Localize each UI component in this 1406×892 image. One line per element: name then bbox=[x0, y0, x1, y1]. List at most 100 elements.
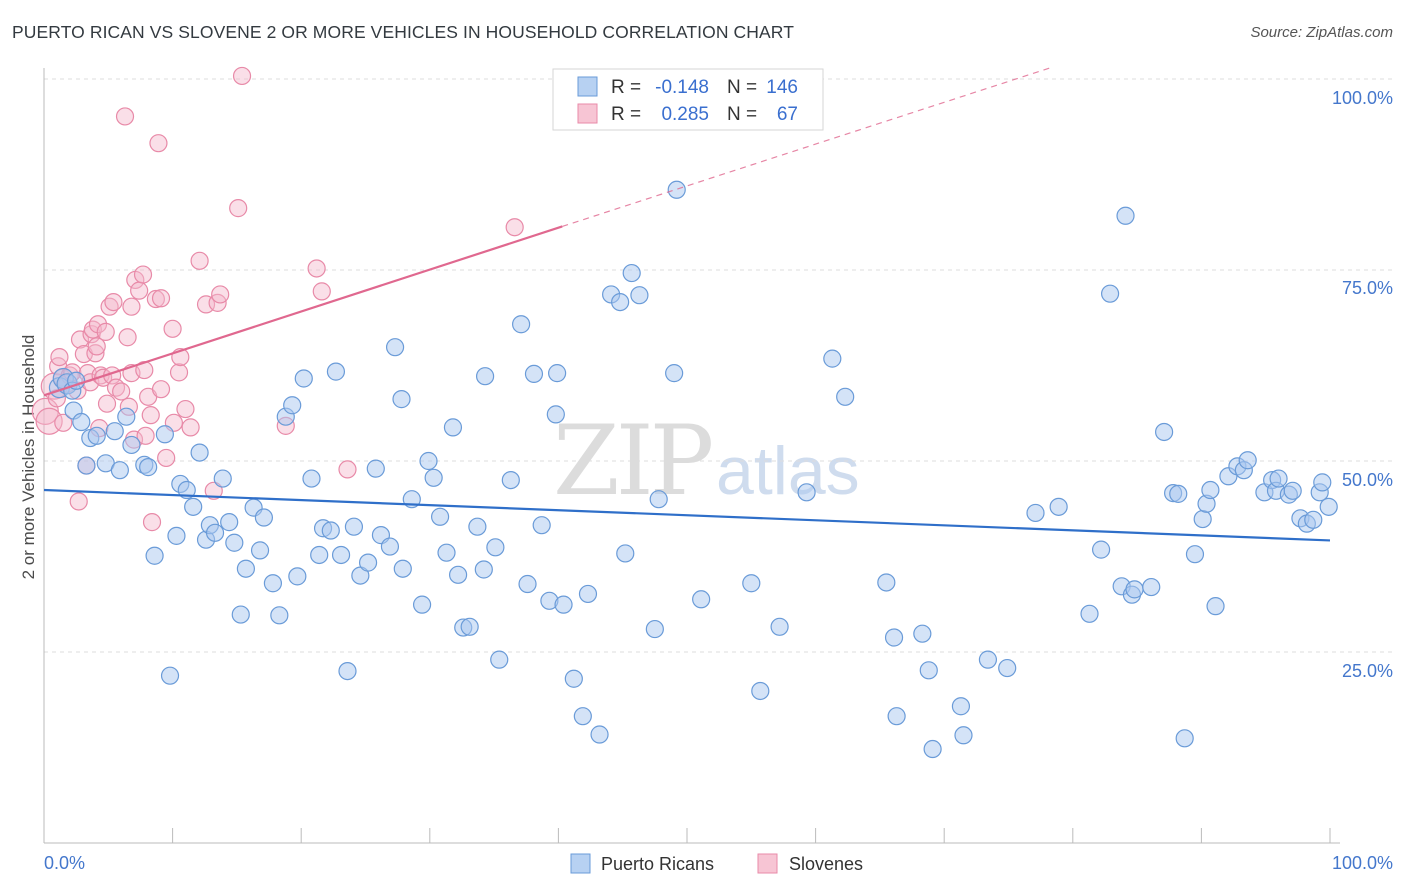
puerto-rican-point-4 bbox=[67, 371, 86, 390]
puerto-rican-point-11 bbox=[105, 422, 124, 441]
puerto-rican-point-14 bbox=[122, 435, 141, 455]
puerto-rican-point-95 bbox=[692, 590, 711, 609]
puerto-rican-point-106 bbox=[919, 661, 938, 680]
puerto-rican-point-145 bbox=[1313, 473, 1332, 492]
puerto-rican-point-49 bbox=[344, 517, 364, 536]
legend-n-value-1: 146 bbox=[766, 77, 798, 98]
puerto-rican-point-109 bbox=[954, 726, 973, 745]
puerto-rican-point-17 bbox=[145, 546, 164, 565]
bottom-legend-swatch-pink bbox=[757, 853, 778, 874]
puerto-rican-point-96 bbox=[742, 574, 761, 593]
slovene-point-68 bbox=[338, 460, 357, 479]
puerto-rican-point-61 bbox=[424, 468, 443, 487]
puerto-rican-point-124 bbox=[1169, 484, 1188, 503]
trend-line-slovenes bbox=[43, 225, 563, 397]
puerto-rican-point-100 bbox=[823, 349, 842, 368]
slovene-point-69 bbox=[505, 218, 524, 237]
slovene-point-20 bbox=[86, 344, 105, 363]
slovene-point-41 bbox=[133, 265, 153, 284]
puerto-rican-point-114 bbox=[1080, 604, 1099, 623]
puerto-rican-point-120 bbox=[1125, 580, 1144, 599]
bottom-legend-swatch-blue bbox=[570, 853, 591, 874]
y-tick-label-100: 100.0% bbox=[1332, 88, 1393, 108]
trend-lines bbox=[43, 66, 1331, 542]
slovene-point-7 bbox=[54, 413, 73, 432]
puerto-rican-point-130 bbox=[1206, 597, 1225, 616]
puerto-rican-point-69 bbox=[474, 560, 493, 579]
legend-n-label-2: N = bbox=[727, 104, 757, 125]
puerto-rican-point-108 bbox=[951, 697, 971, 716]
slovene-point-1 bbox=[35, 407, 63, 435]
puerto-rican-point-73 bbox=[501, 471, 520, 490]
chart-title: PUERTO RICAN VS SLOVENE 2 OR MORE VEHICL… bbox=[12, 22, 794, 42]
puerto-rican-point-46 bbox=[326, 362, 346, 381]
slovene-point-37 bbox=[122, 297, 141, 316]
puerto-rican-point-35 bbox=[254, 508, 274, 527]
puerto-rican-point-54 bbox=[380, 537, 400, 556]
slovene-point-49 bbox=[151, 380, 171, 399]
puerto-rican-point-22 bbox=[177, 480, 196, 500]
puerto-rican-point-13 bbox=[117, 407, 136, 426]
puerto-rican-point-29 bbox=[220, 513, 239, 532]
puerto-rican-point-84 bbox=[578, 584, 598, 604]
puerto-rican-point-146 bbox=[1319, 497, 1338, 516]
puerto-rican-point-41 bbox=[294, 369, 313, 388]
puerto-rican-point-93 bbox=[665, 364, 684, 383]
puerto-rican-point-87 bbox=[611, 292, 630, 312]
puerto-rican-point-90 bbox=[630, 286, 649, 305]
slovene-point-47 bbox=[146, 289, 165, 309]
puerto-rican-point-81 bbox=[554, 595, 573, 614]
puerto-rican-point-57 bbox=[393, 559, 412, 578]
slovene-point-60 bbox=[204, 481, 223, 500]
puerto-rican-point-16 bbox=[139, 458, 158, 477]
puerto-rican-point-60 bbox=[419, 451, 438, 471]
legend-swatch-pink bbox=[577, 103, 598, 124]
legend-swatch-blue bbox=[577, 76, 598, 97]
legend-n-value-2: 67 bbox=[777, 104, 798, 125]
slovene-point-21 bbox=[87, 337, 106, 356]
slovene-point-67 bbox=[312, 282, 331, 301]
puerto-rican-point-32 bbox=[236, 559, 256, 578]
slovene-point-13 bbox=[70, 330, 90, 349]
slovene-point-56 bbox=[176, 399, 195, 419]
puerto-rican-point-23 bbox=[184, 497, 203, 516]
x-tick-label-0: 0.0% bbox=[44, 853, 85, 873]
legend-box: R = -0.148 N = 146 R = 0.285 N = 67 bbox=[552, 68, 824, 131]
puerto-rican-point-45 bbox=[321, 521, 340, 540]
puerto-rican-point-125 bbox=[1175, 729, 1194, 748]
slovene-point-62 bbox=[211, 285, 230, 304]
puerto-rican-point-76 bbox=[524, 364, 544, 384]
puerto-rican-point-24 bbox=[190, 443, 209, 462]
puerto-rican-point-113 bbox=[1049, 497, 1068, 516]
puerto-rican-point-27 bbox=[205, 523, 225, 542]
puerto-rican-point-94 bbox=[667, 180, 686, 199]
puerto-rican-point-121 bbox=[1142, 577, 1161, 597]
legend-n-label-1: N = bbox=[727, 77, 757, 98]
slovene-point-12 bbox=[69, 492, 88, 511]
puerto-rican-point-98 bbox=[770, 617, 789, 636]
slovene-point-51 bbox=[157, 448, 176, 468]
puerto-rican-point-39 bbox=[283, 396, 302, 415]
puerto-rican-point-85 bbox=[590, 725, 609, 744]
slovene-point-30 bbox=[104, 292, 123, 312]
series-slovenes bbox=[31, 66, 524, 532]
legend-r-value-2: 0.285 bbox=[661, 104, 709, 125]
puerto-rican-point-102 bbox=[877, 573, 896, 592]
slovene-point-48 bbox=[149, 134, 168, 153]
puerto-rican-point-43 bbox=[310, 545, 329, 565]
slovene-point-52 bbox=[163, 319, 182, 338]
slovene-point-22 bbox=[88, 315, 108, 334]
x-tick-label-100: 100.0% bbox=[1332, 853, 1393, 873]
puerto-rican-point-116 bbox=[1100, 284, 1120, 303]
watermark-atlas: atlas bbox=[716, 433, 860, 509]
legend-r-label-1: R = bbox=[611, 77, 641, 98]
puerto-rican-point-70 bbox=[475, 367, 495, 386]
puerto-rican-point-122 bbox=[1155, 422, 1174, 442]
slovene-point-50 bbox=[151, 289, 171, 308]
puerto-rican-point-112 bbox=[1026, 503, 1045, 523]
y-tick-label-75: 75.0% bbox=[1342, 278, 1393, 298]
puerto-rican-point-62 bbox=[430, 507, 450, 526]
puerto-rican-point-103 bbox=[884, 628, 904, 647]
puerto-rican-point-71 bbox=[486, 538, 505, 557]
